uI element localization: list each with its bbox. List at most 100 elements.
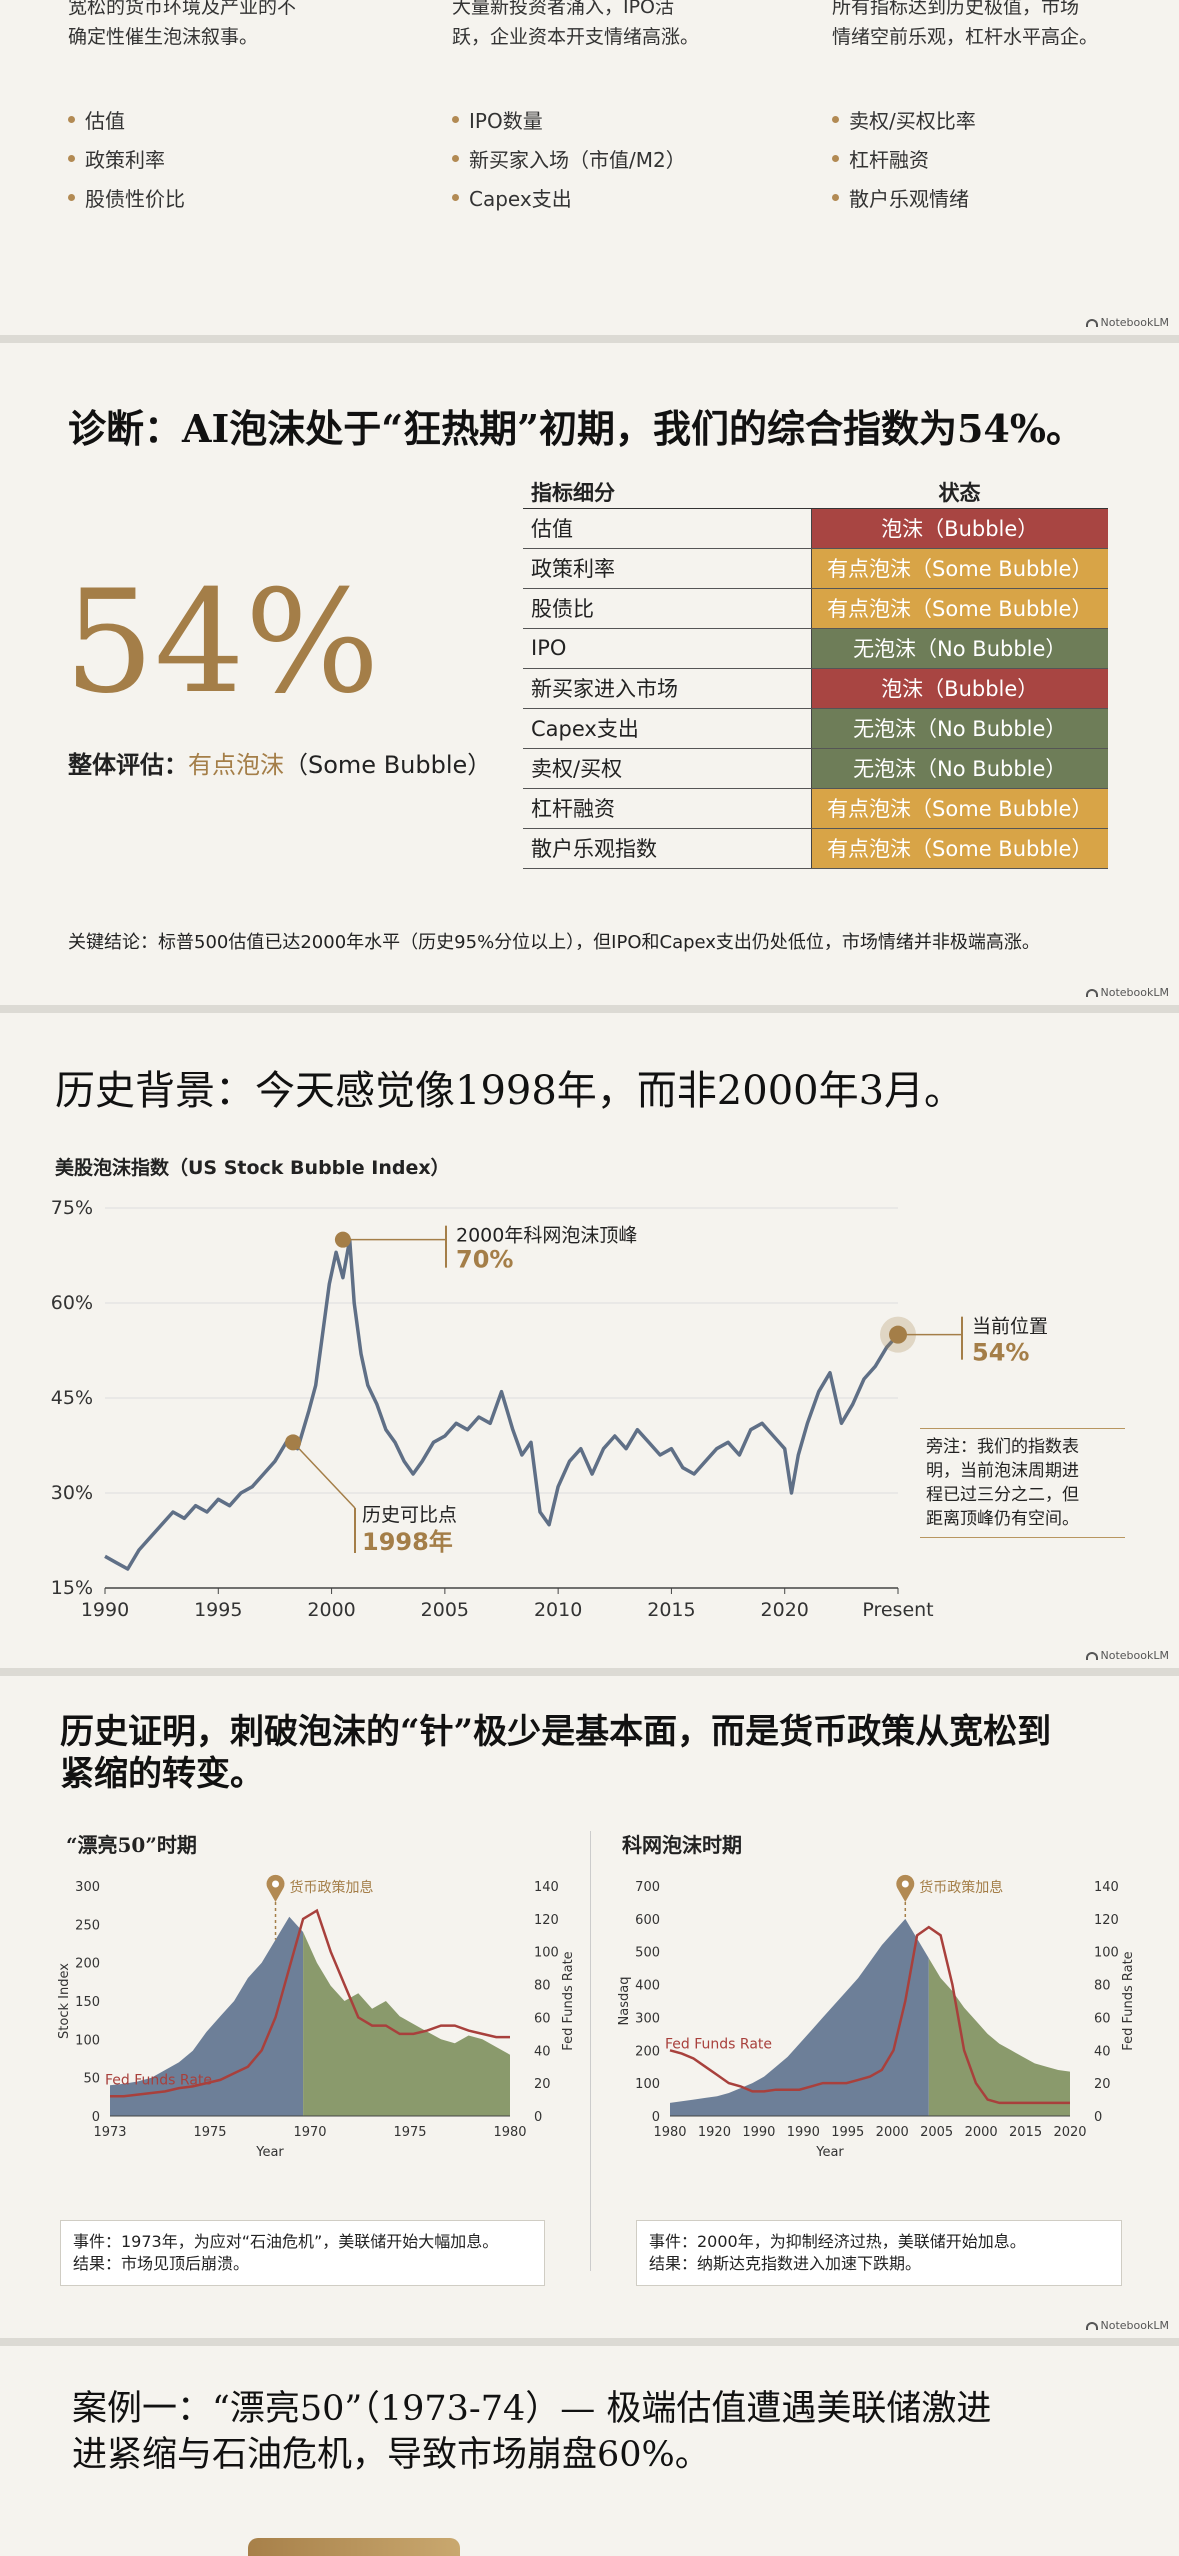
status-badge: 无泡沫（No Bubble） xyxy=(810,628,1108,669)
y-tick-label: 30% xyxy=(51,1482,93,1504)
notebooklm-logo-icon xyxy=(1085,2321,1098,2330)
title-line: 进紧缩与石油危机，导致市场崩盘60%。 xyxy=(72,2435,710,2475)
bullet-dot-icon xyxy=(68,116,75,123)
current-value: 54% xyxy=(972,1339,1029,1367)
x-tick-label: 2020 xyxy=(761,1599,809,1621)
assessment-value: 有点泡沫 xyxy=(188,751,284,779)
pin-label: 货币政策加息 xyxy=(290,1879,374,1896)
title-line: 紧缩的转变。 xyxy=(60,1754,264,1794)
slide-framework: 宽松的货币环境及产业的不 确定性催生泡沫叙事。 大量新投资者涌入，IPO活 跃，… xyxy=(0,0,1179,335)
col-header-status: 状态 xyxy=(811,476,1108,509)
y2-tick-label: 20 xyxy=(1094,2077,1111,2092)
y2-tick-label: 60 xyxy=(534,2011,551,2026)
y-tick-label: 200 xyxy=(75,1957,100,1972)
table-row: Capex支出 无泡沫（No Bubble） xyxy=(523,708,1108,749)
x-tick-label: 2005 xyxy=(920,2125,953,2140)
status-badge: 有点泡沫（Some Bubble） xyxy=(810,828,1108,869)
desc-line: 宽松的货币环境及产业的不 xyxy=(68,0,297,18)
location-pin-dot xyxy=(901,1880,909,1888)
area-pre-peak xyxy=(110,1916,304,2116)
bullet-dot-icon xyxy=(452,116,459,123)
slide-title: 历史背景：今天感觉像1998年，而非2000年3月。 xyxy=(55,1068,965,1114)
bubble-index-chart: 15% 30% 45% 60% 75% 1990 1995 2000 2005 2010 2015 2… xyxy=(51,1197,1048,1621)
x-tick-label: 1973 xyxy=(93,2125,126,2140)
side-note: 旁注：我们的指数表 明，当前泡沫周期进 程已过三分之二，但 距离顶峰仍有空间。 xyxy=(920,1428,1125,1538)
slide-case-one: 案例一：“漂亮50”（1973-74）— 极端估值遭遇美联储激进 进紧缩与石油危… xyxy=(0,2346,1179,2556)
table-row: IPO 无泡沫（No Bubble） xyxy=(523,628,1108,669)
slide-title: 诊断：AI泡沫处于“狂热期”初期，我们的综合指数为54%。 xyxy=(68,406,1084,451)
bullet-dot-icon xyxy=(452,155,459,162)
column-2: 大量新投资者涌入，IPO活 跃，企业资本开支情绪高涨。 xyxy=(452,0,782,52)
assessment-en: （Some Bubble） xyxy=(284,751,492,779)
y2-tick-label: 40 xyxy=(1094,2044,1111,2059)
location-pin-icon xyxy=(266,1874,285,1902)
result-text: 结果：纳斯达克指数进入加速下跌期。 xyxy=(649,2254,922,2273)
y2-tick-label: 140 xyxy=(534,1880,559,1895)
bullet-label: 新买家入场（市值/M2） xyxy=(469,148,686,172)
bullet-dot-icon xyxy=(832,116,839,123)
y2-tick-label: 80 xyxy=(1094,1979,1111,1994)
slide-conclusion: 关键结论：标普500估值已达2000年水平（历史95%分位以上），但IPO和Ca… xyxy=(68,932,1040,953)
bullet-item: 新买家入场（市值/M2） xyxy=(452,139,686,178)
bullet-dot-icon xyxy=(832,155,839,162)
notebooklm-brand: NotebookLM xyxy=(1085,2319,1169,2332)
column-1-desc: 宽松的货币环境及产业的不 确定性催生泡沫叙事。 xyxy=(68,0,398,52)
overall-assessment: 整体评估：有点泡沫（Some Bubble） xyxy=(68,745,491,780)
big-percentage: 54% xyxy=(64,560,380,725)
y2-tick-label: 0 xyxy=(1094,2110,1102,2125)
status-badge: 泡沫（Bubble） xyxy=(810,508,1108,549)
y2-tick-label: 20 xyxy=(534,2077,551,2092)
slide-monetary-policy: 历史证明，刺破泡沫的“针”极少是基本面，而是货币政策从宽松到 紧缩的转变。 “漂… xyxy=(0,1676,1179,2338)
slide-title: 案例一：“漂亮50”（1973-74）— 极端估值遭遇美联储激进 进紧缩与石油危… xyxy=(72,2386,991,2478)
indicator-name: 新买家进入市场 xyxy=(523,668,811,709)
x-tick-label: 1995 xyxy=(194,1599,242,1621)
x-tick-label: 1975 xyxy=(193,2125,226,2140)
x-tick-label: 1995 xyxy=(831,2125,864,2140)
status-badge: 有点泡沫（Some Bubble） xyxy=(810,548,1108,589)
column-3: 所有指标达到历史极值，市场 情绪空前乐观，杠杆水平高企。 xyxy=(832,0,1162,52)
result-text: 结果：市场见顶后崩溃。 xyxy=(73,2254,250,2273)
indicator-name: IPO xyxy=(523,628,811,669)
y2-tick-label: 60 xyxy=(1094,2011,1111,2026)
area-post-peak xyxy=(928,1958,1070,2116)
column-3-desc: 所有指标达到历史极值，市场 情绪空前乐观，杠杆水平高企。 xyxy=(832,0,1162,52)
y2-tick-label: 100 xyxy=(534,1946,559,1961)
bullet-item: 估值 xyxy=(68,100,185,139)
comparison-leader xyxy=(292,1441,356,1509)
current-label: 当前位置 xyxy=(972,1316,1048,1338)
y-tick-label: 100 xyxy=(635,2077,660,2092)
y-tick-label: 75% xyxy=(51,1197,93,1219)
bullet-dot-icon xyxy=(452,194,459,201)
notebooklm-brand: NotebookLM xyxy=(1085,986,1169,999)
table-row: 杠杆融资 有点泡沫（Some Bubble） xyxy=(523,788,1108,829)
fed-rate-label: Fed Funds Rate xyxy=(665,2037,772,2053)
status-badge: 有点泡沫（Some Bubble） xyxy=(810,588,1108,629)
location-pin-dot xyxy=(272,1880,280,1888)
indicator-name: 股债比 xyxy=(523,588,811,629)
table-row: 估值 泡沫（Bubble） xyxy=(523,508,1108,549)
peak-label: 2000年科网泡沫顶峰 xyxy=(456,1225,637,1247)
brand-label: NotebookLM xyxy=(1100,316,1169,329)
indicator-name: 估值 xyxy=(523,508,811,549)
x-tick-label: 2000 xyxy=(307,1599,355,1621)
peak-value: 70% xyxy=(456,1246,513,1274)
brand-label: NotebookLM xyxy=(1100,2319,1169,2332)
y-tick-label: 60% xyxy=(51,1292,93,1314)
y-tick-label: 45% xyxy=(51,1387,93,1409)
column-2-desc: 大量新投资者涌入，IPO活 跃，企业资本开支情绪高涨。 xyxy=(452,0,782,52)
status-badge: 有点泡沫（Some Bubble） xyxy=(810,788,1108,829)
status-badge: 无泡沫（No Bubble） xyxy=(810,708,1108,749)
x-axis-label: Year xyxy=(255,2145,284,2160)
table-row: 股债比 有点泡沫（Some Bubble） xyxy=(523,588,1108,629)
bullet-label: 估值 xyxy=(85,109,125,133)
note-line: 旁注：我们的指数表 xyxy=(926,1437,1079,1457)
x-tick-label: Present xyxy=(862,1599,933,1621)
x-tick-label: 1970 xyxy=(293,2125,326,2140)
fed-rate-line xyxy=(110,1908,510,2098)
x-tick-label: 1990 xyxy=(81,1599,129,1621)
y2-tick-label: 140 xyxy=(1094,1880,1119,1895)
x-tick-label: 1975 xyxy=(393,2125,426,2140)
y-tick-label: 0 xyxy=(652,2110,660,2125)
indicator-table: 指标细分 状态 估值 泡沫（Bubble） 政策利率 有点泡沫（Some Bubble… xyxy=(523,476,1108,869)
y-axis-label: Nasdaq xyxy=(617,1977,632,2026)
